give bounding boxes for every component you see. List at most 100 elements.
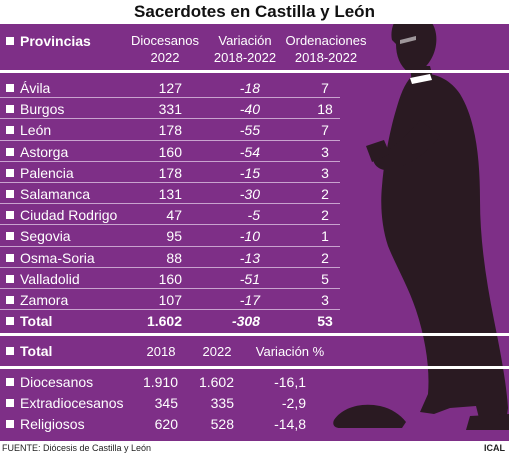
square-bullet-icon bbox=[6, 317, 14, 325]
square-bullet-icon bbox=[6, 169, 14, 177]
row-label: Osma-Soria bbox=[6, 249, 95, 267]
square-bullet-icon bbox=[6, 254, 14, 262]
square-bullet-icon bbox=[6, 37, 14, 45]
square-bullet-icon bbox=[6, 399, 14, 407]
row-divider bbox=[0, 288, 340, 289]
row-divider bbox=[0, 267, 340, 268]
header-2018: 2018 bbox=[146, 344, 176, 359]
square-bullet-icon bbox=[6, 420, 14, 428]
ordenaciones-value: 18 bbox=[317, 101, 333, 117]
diocesanos-value: 178 bbox=[158, 165, 182, 181]
diocesanos-value: 1.602 bbox=[146, 313, 182, 329]
header-provincias: Provincias bbox=[6, 32, 91, 50]
square-bullet-icon bbox=[6, 378, 14, 386]
variacion-value: -55 bbox=[239, 122, 260, 138]
square-bullet-icon bbox=[6, 232, 14, 240]
ordenaciones-value: 7 bbox=[321, 122, 329, 138]
square-bullet-icon bbox=[6, 275, 14, 283]
row-divider bbox=[0, 182, 340, 183]
variacion-value: -17 bbox=[239, 292, 260, 308]
ordenaciones-value: 2 bbox=[321, 207, 329, 223]
variacion-pct-value: -16,1 bbox=[274, 374, 306, 390]
diocesanos-value: 131 bbox=[158, 186, 182, 202]
row-label: Segovia bbox=[6, 227, 71, 245]
variacion-value: -40 bbox=[239, 101, 260, 117]
value-2022: 335 bbox=[210, 395, 234, 411]
header-2022: 2022 bbox=[202, 344, 232, 359]
row-label: Palencia bbox=[6, 164, 74, 182]
row-divider bbox=[0, 309, 340, 310]
square-bullet-icon bbox=[6, 211, 14, 219]
ordenaciones-value: 2 bbox=[321, 186, 329, 202]
variacion-value: -30 bbox=[239, 186, 260, 202]
diocesanos-value: 160 bbox=[158, 144, 182, 160]
row-divider bbox=[0, 118, 340, 119]
ordenaciones-value: 1 bbox=[321, 228, 329, 244]
ordenaciones-value: 3 bbox=[321, 144, 329, 160]
variacion-value: -5 bbox=[247, 207, 260, 223]
row-label: Diocesanos bbox=[6, 373, 93, 391]
row-divider bbox=[0, 224, 340, 225]
square-bullet-icon bbox=[6, 296, 14, 304]
value-2018: 345 bbox=[154, 395, 178, 411]
header-total: Total bbox=[6, 342, 52, 360]
separator bbox=[0, 70, 509, 73]
value-2022: 1.602 bbox=[198, 374, 234, 390]
priest-silhouette-icon bbox=[333, 12, 509, 430]
row-divider bbox=[0, 246, 340, 247]
chart-title: Sacerdotes en Castilla y León bbox=[0, 0, 509, 24]
square-bullet-icon bbox=[6, 84, 14, 92]
separator bbox=[0, 333, 509, 336]
diocesanos-value: 107 bbox=[158, 292, 182, 308]
header-ordenaciones: Ordenaciones 2018-2022 bbox=[285, 33, 367, 65]
header-variacion: Variación 2018-2022 bbox=[213, 33, 277, 65]
variacion-pct-value: -14,8 bbox=[274, 416, 306, 432]
separator bbox=[0, 366, 509, 369]
variacion-value: -18 bbox=[239, 80, 260, 96]
credit: ICAL bbox=[484, 443, 505, 453]
ordenaciones-value: 7 bbox=[321, 80, 329, 96]
diocesanos-value: 331 bbox=[158, 101, 182, 117]
ordenaciones-value: 5 bbox=[321, 271, 329, 287]
row-label: Salamanca bbox=[6, 185, 90, 203]
row-label: Burgos bbox=[6, 100, 64, 118]
row-label: Total bbox=[6, 312, 52, 330]
row-label: Ávila bbox=[6, 79, 50, 97]
row-divider bbox=[0, 203, 340, 204]
row-label: Religiosos bbox=[6, 415, 85, 433]
row-label: Ciudad Rodrigo bbox=[6, 206, 117, 224]
row-divider bbox=[0, 97, 340, 98]
square-bullet-icon bbox=[6, 190, 14, 198]
variacion-pct-value: -2,9 bbox=[281, 395, 306, 411]
variacion-value: -15 bbox=[239, 165, 260, 181]
variacion-value: -10 bbox=[239, 228, 260, 244]
row-divider bbox=[0, 161, 340, 162]
row-divider bbox=[0, 140, 340, 141]
header-diocesanos: Diocesanos 2022 bbox=[131, 33, 199, 65]
variacion-value: -51 bbox=[239, 271, 260, 287]
value-2022: 528 bbox=[210, 416, 234, 432]
variacion-value: -308 bbox=[231, 313, 260, 329]
diocesanos-value: 178 bbox=[158, 122, 182, 138]
ordenaciones-value: 2 bbox=[321, 250, 329, 266]
variacion-value: -54 bbox=[239, 144, 260, 160]
source-note: FUENTE: Diócesis de Castilla y León bbox=[2, 443, 152, 453]
row-label: Extradiocesanos bbox=[6, 394, 124, 412]
diocesanos-value: 88 bbox=[166, 250, 182, 266]
value-2018: 620 bbox=[154, 416, 178, 432]
square-bullet-icon bbox=[6, 347, 14, 355]
square-bullet-icon bbox=[6, 105, 14, 113]
source-bar: FUENTE: Diócesis de Castilla y León ICAL bbox=[0, 441, 509, 455]
diocesanos-value: 160 bbox=[158, 271, 182, 287]
diocesanos-value: 127 bbox=[158, 80, 182, 96]
square-bullet-icon bbox=[6, 126, 14, 134]
value-2018: 1.910 bbox=[142, 374, 178, 390]
diocesanos-value: 95 bbox=[166, 228, 182, 244]
ordenaciones-value: 3 bbox=[321, 165, 329, 181]
row-label: Zamora bbox=[6, 291, 68, 309]
diocesanos-value: 47 bbox=[166, 207, 182, 223]
row-label: León bbox=[6, 121, 51, 139]
ordenaciones-value: 3 bbox=[321, 292, 329, 308]
row-label: Astorga bbox=[6, 143, 68, 161]
